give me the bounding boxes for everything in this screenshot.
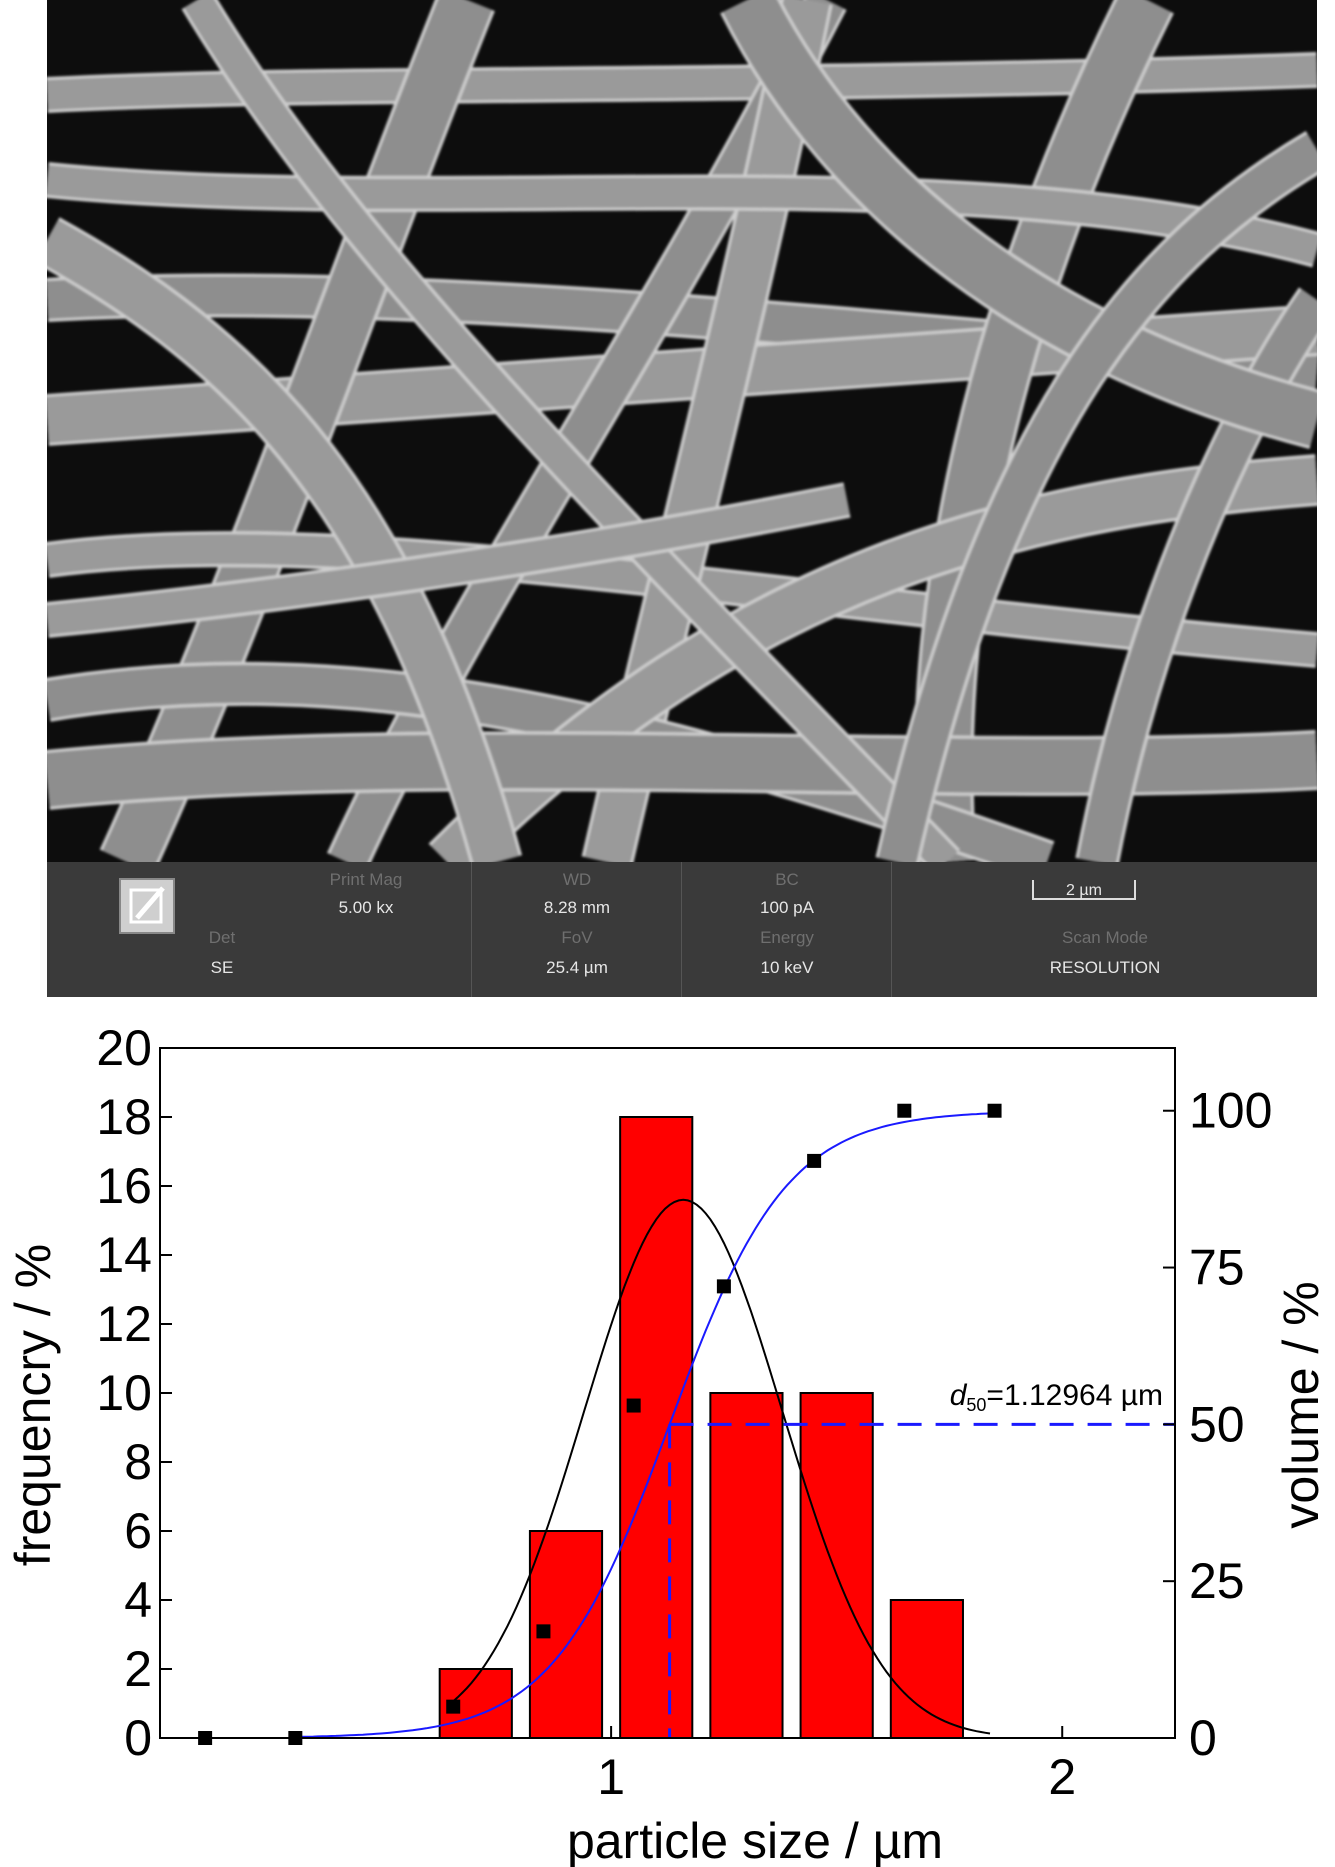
x-tick-label: 2 bbox=[1048, 1749, 1076, 1805]
fiber bbox=[47, 55, 1317, 110]
y-tick-label: 10 bbox=[96, 1365, 152, 1421]
fov-label: FoV bbox=[561, 928, 593, 947]
cumulative-point bbox=[716, 1279, 731, 1294]
bc-label: BC bbox=[775, 870, 799, 889]
histogram-bar bbox=[619, 1116, 694, 1739]
x-tick-label: 1 bbox=[597, 1749, 625, 1805]
histogram-bar bbox=[889, 1599, 964, 1739]
d50-label-prefix: d bbox=[950, 1379, 968, 1412]
energy-value: 10 keV bbox=[760, 958, 814, 977]
pencil-box-icon bbox=[119, 878, 175, 934]
d50-label-suffix: =1.12964 µm bbox=[986, 1379, 1163, 1412]
fiber bbox=[47, 307, 1317, 443]
fiber bbox=[47, 219, 520, 869]
y-tick-label: 18 bbox=[96, 1089, 152, 1145]
y-tick-label: 14 bbox=[96, 1227, 152, 1283]
info-col-bc: BC 100 pA Energy 10 keV bbox=[681, 862, 892, 997]
wd-label: WD bbox=[562, 870, 592, 889]
d50-label-sub: 50 bbox=[966, 1395, 986, 1415]
fiber bbox=[47, 534, 1317, 665]
info-col-det: Det SE bbox=[47, 862, 261, 997]
y-tick-label: 12 bbox=[96, 1296, 152, 1352]
energy-label: Energy bbox=[760, 928, 814, 947]
fiber bbox=[47, 165, 1317, 265]
info-col-scale: 2 µm Scan Mode RESOLUTION bbox=[891, 862, 1318, 997]
sem-micrograph bbox=[47, 0, 1317, 883]
cumulative-point bbox=[446, 1699, 461, 1714]
cumulative-point bbox=[807, 1153, 822, 1168]
y2-tick-label: 50 bbox=[1189, 1396, 1245, 1452]
y-tick-label: 8 bbox=[124, 1434, 152, 1490]
info-col-wd: WD 8.28 mm FoV 25.4 µm bbox=[471, 862, 682, 997]
d50-annotation: d50=1.12964 µm bbox=[950, 1379, 1163, 1415]
fov-value: 25.4 µm bbox=[546, 958, 608, 977]
y2-tick-label: 100 bbox=[1189, 1083, 1272, 1139]
x-axis-title: particle size / µm bbox=[567, 1813, 943, 1867]
y-tick-label: 6 bbox=[124, 1503, 152, 1559]
y-tick-label: 16 bbox=[96, 1158, 152, 1214]
det-value: SE bbox=[210, 958, 234, 977]
y-tick-label: 20 bbox=[96, 1020, 152, 1076]
y2-axis-title: volume / % bbox=[1273, 1281, 1329, 1528]
info-col-mag: Print Mag 5.00 kx bbox=[261, 862, 471, 997]
sem-info-bar: Print Mag 5.00 kx Det SE WD 8.28 mm FoV … bbox=[47, 862, 1317, 997]
fiber bbox=[47, 485, 850, 635]
gaussian-fit-line bbox=[452, 1198, 991, 1735]
det-label: Det bbox=[208, 928, 236, 947]
print-mag-value: 5.00 kx bbox=[338, 898, 394, 917]
fiber bbox=[878, 133, 1317, 867]
pencil-glyph-icon bbox=[129, 886, 165, 924]
fiber bbox=[1078, 289, 1317, 866]
y-axis-title: frequencry / % bbox=[5, 1244, 61, 1566]
fiber bbox=[722, 0, 1317, 447]
cumulative-point bbox=[987, 1103, 1002, 1118]
wd-value: 8.28 mm bbox=[543, 898, 611, 917]
cumulative-point bbox=[536, 1624, 551, 1639]
cumulative-fit-line bbox=[295, 1112, 991, 1738]
scan-mode-value: RESOLUTION bbox=[1049, 958, 1161, 977]
y-tick-label: 4 bbox=[124, 1572, 152, 1628]
y2-tick-label: 75 bbox=[1189, 1240, 1245, 1296]
scale-bar bbox=[1032, 880, 1136, 900]
bc-value: 100 pA bbox=[760, 898, 814, 917]
y-tick-label: 0 bbox=[124, 1710, 152, 1766]
histogram-bar bbox=[799, 1392, 874, 1739]
scan-mode-label: Scan Mode bbox=[1062, 928, 1148, 947]
fiber bbox=[184, 0, 958, 873]
y2-tick-label: 0 bbox=[1189, 1710, 1217, 1766]
y2-tick-label: 25 bbox=[1189, 1553, 1245, 1609]
y-tick-label: 2 bbox=[124, 1641, 152, 1697]
cumulative-point bbox=[897, 1103, 912, 1118]
fiber bbox=[47, 733, 1317, 807]
cumulative-point bbox=[626, 1398, 641, 1413]
scale-bar-label: 2 µm bbox=[1066, 882, 1102, 899]
histogram-bar bbox=[709, 1392, 784, 1739]
print-mag-label: Print Mag bbox=[329, 870, 403, 889]
